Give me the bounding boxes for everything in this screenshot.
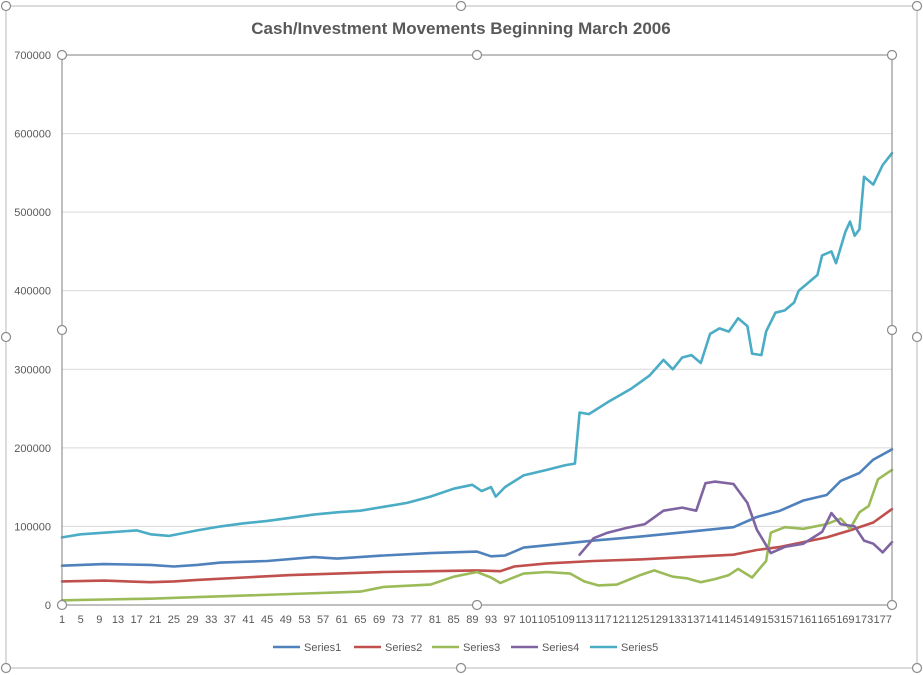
x-tick-label: 25: [168, 614, 180, 626]
x-tick-label: 165: [818, 614, 836, 626]
y-tick-label: 500000: [14, 207, 51, 219]
x-tick-label: 17: [130, 614, 142, 626]
x-tick-label: 29: [186, 614, 198, 626]
x-tick-label: 113: [575, 614, 593, 626]
x-tick-label: 121: [612, 614, 630, 626]
chart-title: Cash/Investment Movements Beginning Marc…: [251, 19, 670, 38]
x-tick-label: 57: [317, 614, 329, 626]
x-tick-label: 89: [466, 614, 478, 626]
plot-area-resize-handle[interactable]: [56, 324, 68, 336]
x-tick-label: 105: [538, 614, 556, 626]
x-tick-label: 37: [224, 614, 236, 626]
x-tick-label: 97: [504, 614, 516, 626]
plot-area-resize-handle[interactable]: [471, 599, 483, 611]
plot-area-resize-handle[interactable]: [56, 599, 68, 611]
x-tick-label: 69: [373, 614, 385, 626]
x-tick-label: 1: [59, 614, 65, 626]
x-tick-label: 129: [650, 614, 668, 626]
x-tick-label: 45: [261, 614, 273, 626]
chart-area-resize-handle[interactable]: [455, 662, 467, 674]
x-tick-label: 141: [706, 614, 724, 626]
y-tick-label: 100000: [14, 521, 51, 533]
y-tick-label: 300000: [14, 364, 51, 376]
y-tick-label: 0: [45, 600, 51, 612]
y-axis-tick-labels: 0 100000 200000 300000 400000 500000 600000 700…: [14, 50, 51, 612]
series-line-5: [60, 151, 894, 539]
plot-area-border[interactable]: [56, 49, 898, 611]
plot-area-resize-handle[interactable]: [56, 49, 68, 61]
x-tick-label: 109: [556, 614, 574, 626]
legend: Series1 Series2 Series3 Series4 Series5: [273, 642, 658, 654]
x-tick-label: 13: [112, 614, 124, 626]
x-tick-label: 169: [836, 614, 854, 626]
x-tick-label: 117: [594, 614, 612, 626]
series-lines: [60, 151, 894, 602]
legend-label: Series2: [385, 642, 422, 654]
y-tick-label: 700000: [14, 50, 51, 62]
x-tick-label: 77: [410, 614, 422, 626]
chart-area-border: [5, 5, 918, 669]
x-tick-label: 93: [485, 614, 497, 626]
chart-area-resize-handle[interactable]: [0, 331, 12, 343]
x-tick-label: 137: [687, 614, 705, 626]
x-tick-label: 81: [429, 614, 441, 626]
x-tick-label: 145: [724, 614, 742, 626]
x-tick-label: 5: [78, 614, 84, 626]
plot-area-resize-handle[interactable]: [886, 324, 898, 336]
x-tick-label: 177: [873, 614, 891, 626]
gridlines: [62, 54, 892, 527]
chart-area-resize-handle[interactable]: [0, 0, 12, 12]
x-tick-label: 173: [855, 614, 873, 626]
x-tick-label: 53: [298, 614, 310, 626]
x-axis-tick-labels: 1 5 9 13 17 21 25 29 33 37 41 45 49 53 57 61 65 69 73 77 81 8…: [59, 614, 892, 626]
legend-label: Series5: [621, 642, 658, 654]
x-tick-label: 153: [762, 614, 780, 626]
x-tick-label: 125: [631, 614, 649, 626]
y-tick-label: 200000: [14, 443, 51, 455]
chart-area-resize-handle[interactable]: [911, 331, 923, 343]
x-tick-label: 61: [336, 614, 348, 626]
legend-label: Series3: [463, 642, 500, 654]
legend-label: Series1: [304, 642, 341, 654]
x-tick-label: 33: [205, 614, 217, 626]
x-tick-label: 21: [149, 614, 161, 626]
chart-area-resize-handle[interactable]: [911, 0, 923, 12]
chart-area-resize-handle[interactable]: [455, 0, 467, 12]
x-tick-label: 73: [392, 614, 404, 626]
x-tick-label: 157: [780, 614, 798, 626]
series-line-3: [60, 468, 894, 602]
x-tick-label: 9: [96, 614, 102, 626]
chart-area-resize-handle[interactable]: [911, 662, 923, 674]
x-tick-label: 85: [448, 614, 460, 626]
series-line-4: [578, 480, 894, 556]
series-line-2: [60, 507, 894, 584]
series-line-1: [60, 448, 894, 568]
x-tick-label: 149: [743, 614, 761, 626]
y-tick-label: 600000: [14, 129, 51, 141]
plot-area-resize-handle[interactable]: [886, 49, 898, 61]
legend-label: Series4: [542, 642, 579, 654]
x-tick-label: 65: [354, 614, 366, 626]
x-tick-label: 133: [668, 614, 686, 626]
x-tick-label: 41: [242, 614, 254, 626]
x-tick-label: 49: [280, 614, 292, 626]
plot-area-resize-handle[interactable]: [471, 49, 483, 61]
chart-area-resize-handle[interactable]: [0, 662, 12, 674]
x-tick-label: 161: [799, 614, 817, 626]
plot-area-resize-handle[interactable]: [886, 599, 898, 611]
y-tick-label: 400000: [14, 286, 51, 298]
x-tick-label: 101: [519, 614, 537, 626]
